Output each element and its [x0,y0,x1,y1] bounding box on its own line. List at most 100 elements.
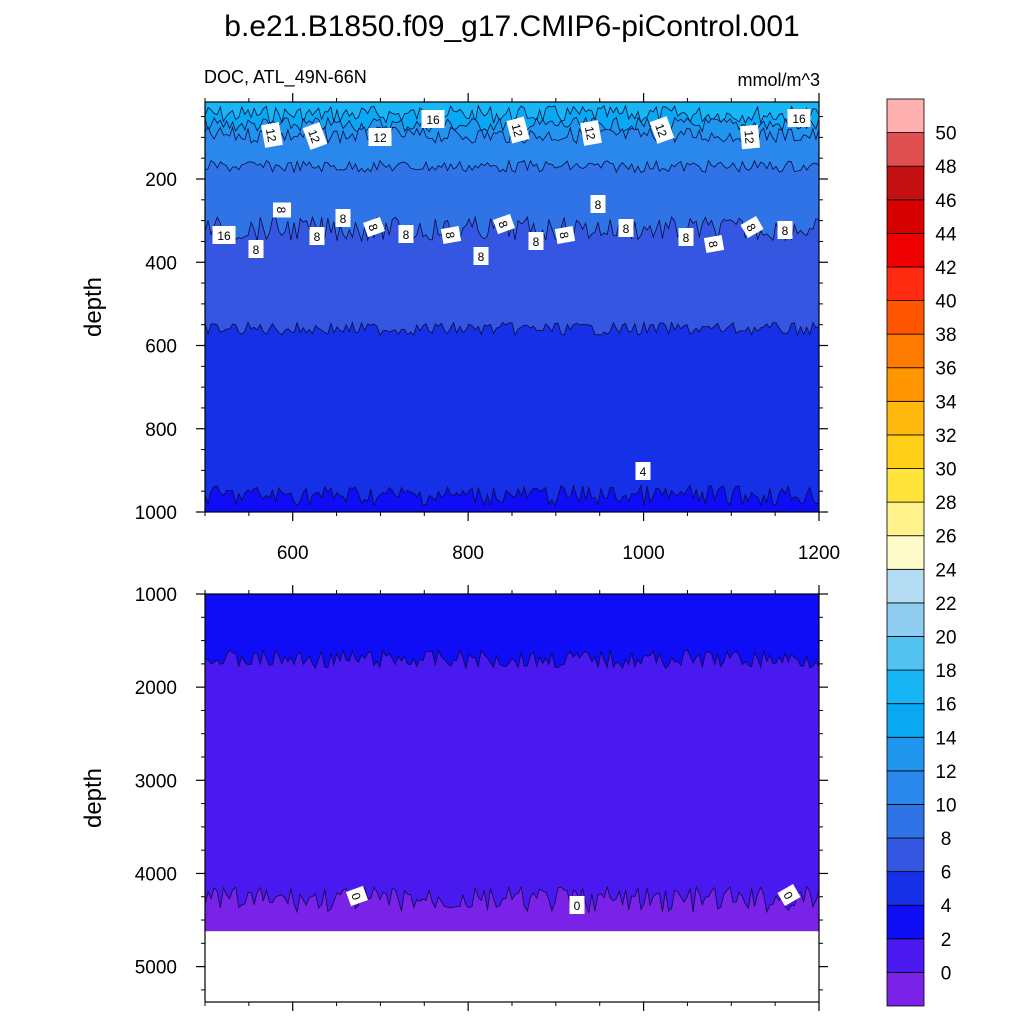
y-axis-label: depth [80,768,107,828]
contour-label: 8 [618,219,634,237]
lower-panel: 1000 2000 3000 4000 5000 depth 0 0 0 [80,585,828,1011]
colorbar-label: 50 [935,124,956,145]
svg-text:8: 8 [478,250,485,264]
colorbar-label: 42 [935,258,956,279]
colorbar-box [886,501,925,537]
contour-label: 8 [740,216,764,238]
svg-text:12: 12 [305,128,323,146]
colorbar-box [886,266,925,301]
colorbar-label: 18 [935,661,956,682]
contour-label: 8 [362,216,386,238]
svg-text:8: 8 [683,231,690,245]
y-tick-label: 1000 [135,585,177,606]
upper-panel: 200 400 600 800 1000 600 800 1000 1200 depth 16 12… [80,93,840,564]
colorbar-label: 26 [935,527,956,548]
colorbar-label: 36 [935,359,956,380]
svg-text:8: 8 [533,235,540,249]
contour-line [205,321,819,337]
svg-text:8: 8 [495,219,511,230]
svg-text:12: 12 [741,130,756,145]
colorbar-label: 48 [935,157,956,178]
colorbar-box [886,837,925,873]
contour-label: 16 [212,226,236,244]
colorbar-label: 4 [941,896,952,917]
contour-label: 12 [302,122,328,150]
y-tick-label: 800 [145,420,177,441]
colorbar-label: 12 [935,762,956,783]
colorbar-box [886,568,925,604]
colorbar-box [886,770,925,805]
contour-label: 12 [580,120,602,146]
colorbar-box [886,669,925,705]
colorbar-box [886,636,925,671]
colorbar-label: 46 [935,191,956,212]
contour-line [205,885,819,914]
svg-text:8: 8 [253,243,260,257]
contour-line [205,649,819,670]
colorbar-label: 14 [935,728,957,749]
colorbar-box [886,871,925,906]
contour-line [205,104,819,125]
colorbar-box [886,535,925,570]
svg-text:8: 8 [340,212,347,226]
contour-label: 8 [335,209,351,227]
x-tick-label: 800 [452,543,484,564]
y-tick-label: 2000 [135,678,177,699]
colorbar-label: 28 [935,493,956,514]
contour-line [205,483,819,507]
contour-label: 8 [473,247,489,265]
colorbar-label: 24 [935,560,957,581]
svg-text:0: 0 [348,891,364,902]
colorbar-box [886,602,925,637]
svg-text:8: 8 [782,224,789,238]
svg-text:12: 12 [263,127,279,143]
contour-label: 0 [777,884,801,906]
colorbar-box [886,938,925,973]
svg-text:8: 8 [706,240,721,249]
colorbar-box [886,300,925,335]
colorbar-box [886,333,925,369]
contour-label: 8 [678,228,694,246]
left-subtitle: DOC, ATL_49N-66N [204,67,367,88]
x-tick-label: 600 [277,543,309,564]
units-subtitle: mmol/m^3 [738,70,820,90]
colorbar-label: 6 [941,863,952,884]
y-tick-label: 4000 [135,864,177,885]
svg-text:16: 16 [217,229,231,243]
y-tick-label: 200 [145,170,177,191]
contour-label: 8 [777,221,793,239]
colorbar-box [886,804,925,839]
colorbar-box [886,904,925,940]
colorbar-label: 30 [935,460,956,481]
contour-label: 8 [703,235,725,253]
contour-label: 8 [309,227,325,245]
colorbar-box [886,972,925,1007]
svg-text:8: 8 [403,228,410,242]
y-tick-label: 3000 [135,771,177,792]
colorbar-label: 20 [935,627,956,648]
colorbar-box [886,367,925,402]
svg-text:8: 8 [274,207,288,214]
x-tick-label: 1200 [798,543,840,564]
contour-label: 16 [787,109,811,127]
colorbar-box [886,400,925,436]
contour-line [205,159,819,174]
colorbar-box [886,468,925,503]
missing-data-area [205,931,819,1002]
svg-text:8: 8 [557,231,572,240]
colorbar-box [886,232,925,268]
colorbar-box [886,98,925,133]
svg-text:12: 12 [373,131,387,145]
colorbar-label: 16 [935,695,956,716]
svg-text:12: 12 [509,122,526,139]
colorbar-label: 44 [935,224,957,245]
contour-label: 8 [440,226,462,244]
contour-label: 12 [261,122,283,148]
contour-label: 8 [528,232,544,250]
colorbar-label: 22 [935,594,956,615]
colorbar-label: 34 [935,392,957,413]
svg-text:8: 8 [623,222,630,236]
contour-label: 8 [590,195,606,213]
svg-text:8: 8 [443,231,458,240]
